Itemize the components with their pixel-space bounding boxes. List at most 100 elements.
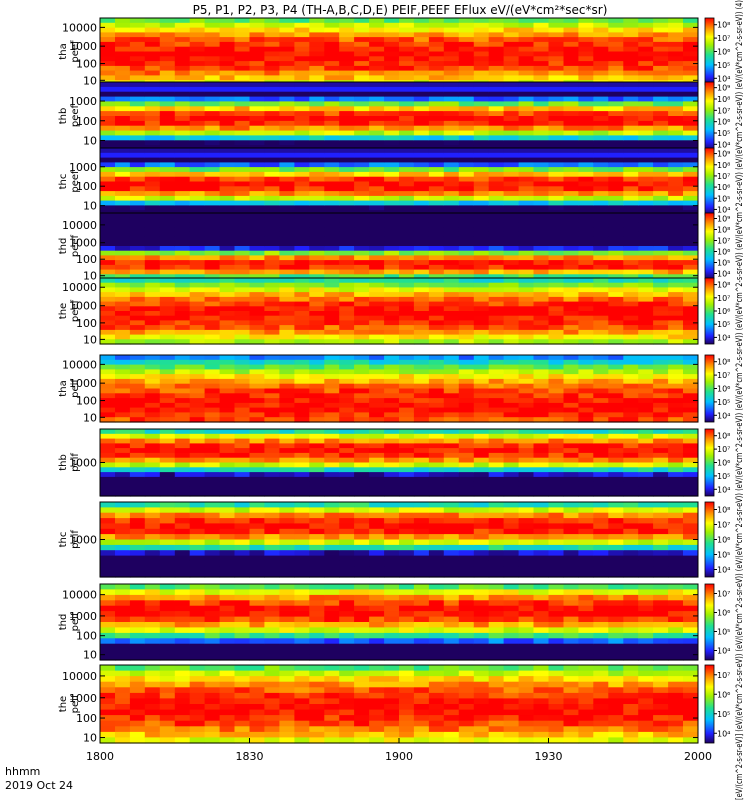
- heat-cell: [533, 186, 549, 192]
- heat-cell: [144, 217, 161, 223]
- heat-cell: [413, 457, 430, 464]
- heat-cell: [548, 213, 564, 219]
- heat-cell: [428, 369, 445, 375]
- heat-cell: [369, 452, 385, 459]
- heat-cell: [623, 467, 639, 473]
- heat-cell: [548, 18, 564, 24]
- heat-cell: [204, 364, 221, 370]
- heat-cell: [189, 627, 206, 634]
- heat-cell: [488, 393, 505, 399]
- heat-cell: [234, 246, 250, 252]
- heat-cell: [309, 120, 325, 127]
- heat-cell: [279, 388, 295, 394]
- heat-cell: [219, 320, 236, 326]
- heat-cell: [458, 32, 475, 38]
- heat-cell: [668, 452, 684, 459]
- heat-cell: [174, 589, 191, 596]
- heat-cell: [264, 241, 280, 247]
- heat-cell: [159, 222, 176, 228]
- heat-cell: [219, 571, 236, 578]
- heat-cell: [189, 195, 206, 202]
- heat-cell: [249, 22, 265, 29]
- heat-cell: [593, 61, 609, 67]
- heat-cell: [249, 467, 265, 473]
- heat-cell: [548, 96, 564, 103]
- heat-cell: [144, 507, 161, 514]
- heat-cell: [443, 306, 460, 312]
- heat-cell: [279, 292, 295, 298]
- heat-cell: [174, 374, 191, 380]
- heat-cell: [503, 528, 520, 535]
- heat-cell: [638, 398, 654, 404]
- heat-cell: [548, 191, 564, 197]
- heat-cell: [518, 438, 535, 444]
- heat-cell: [234, 388, 250, 394]
- heat-cell: [443, 329, 460, 336]
- heat-cell: [593, 544, 609, 551]
- heat-cell: [249, 491, 265, 497]
- heat-cell: [115, 616, 131, 623]
- heat-cell: [668, 502, 684, 508]
- heat-cell: [219, 61, 236, 67]
- heat-cell: [129, 560, 146, 567]
- heat-cell: [563, 301, 579, 307]
- heat-cell: [279, 191, 295, 197]
- heat-cell: [279, 417, 295, 423]
- heat-cell: [473, 555, 490, 562]
- heat-cell: [234, 369, 250, 375]
- colorbar-tick-label: 10⁷: [717, 106, 730, 115]
- heat-cell: [473, 359, 490, 366]
- heat-cell: [204, 393, 221, 399]
- heat-cell: [668, 296, 684, 303]
- heat-cell: [115, 116, 131, 122]
- heat-cell: [369, 135, 385, 141]
- heat-cell: [488, 278, 505, 284]
- heat-cell: [399, 148, 415, 154]
- heat-cell: [354, 61, 370, 67]
- heat-cell: [354, 502, 370, 508]
- heat-cell: [638, 571, 654, 578]
- heat-cell: [279, 200, 295, 206]
- heat-cell: [533, 306, 549, 312]
- heat-cell: [473, 452, 490, 459]
- heat-cell: [653, 555, 669, 562]
- heat-cell: [264, 393, 280, 399]
- heat-cell: [369, 638, 385, 645]
- heat-cell: [144, 86, 161, 93]
- heat-cell: [115, 622, 131, 628]
- heat-cell: [279, 452, 295, 459]
- heat-cell: [204, 22, 221, 29]
- heat-cell: [458, 467, 475, 473]
- heat-cell: [428, 227, 445, 233]
- heat-cell: [159, 407, 176, 413]
- heat-cell: [623, 18, 639, 24]
- heat-cell: [354, 339, 370, 345]
- heat-cell: [443, 486, 460, 492]
- heat-cell: [249, 56, 265, 62]
- heat-cell: [518, 311, 535, 317]
- heat-cell: [458, 539, 475, 546]
- heat-cell: [309, 274, 325, 280]
- heat-cell: [264, 135, 280, 141]
- heat-cell: [503, 255, 520, 261]
- heat-cell: [204, 18, 221, 24]
- heat-cell: [683, 191, 699, 197]
- heat-cell: [339, 41, 355, 48]
- heat-cell: [683, 388, 699, 394]
- heat-cell: [249, 481, 265, 487]
- heat-cell: [413, 51, 430, 57]
- heat-cell: [219, 296, 236, 303]
- heat-cell: [159, 269, 176, 275]
- heat-cell: [518, 75, 535, 81]
- heat-cell: [309, 181, 325, 187]
- heat-cell: [593, 125, 609, 132]
- heat-cell: [683, 364, 699, 370]
- heat-cell: [144, 320, 161, 326]
- heat-cell: [294, 213, 310, 219]
- heat-cell: [354, 378, 370, 385]
- heat-cell: [548, 56, 564, 62]
- colorbar-tick-label: 10⁵: [717, 259, 730, 268]
- heat-cell: [100, 472, 116, 478]
- heat-cell: [518, 364, 535, 370]
- heat-cell: [563, 82, 579, 88]
